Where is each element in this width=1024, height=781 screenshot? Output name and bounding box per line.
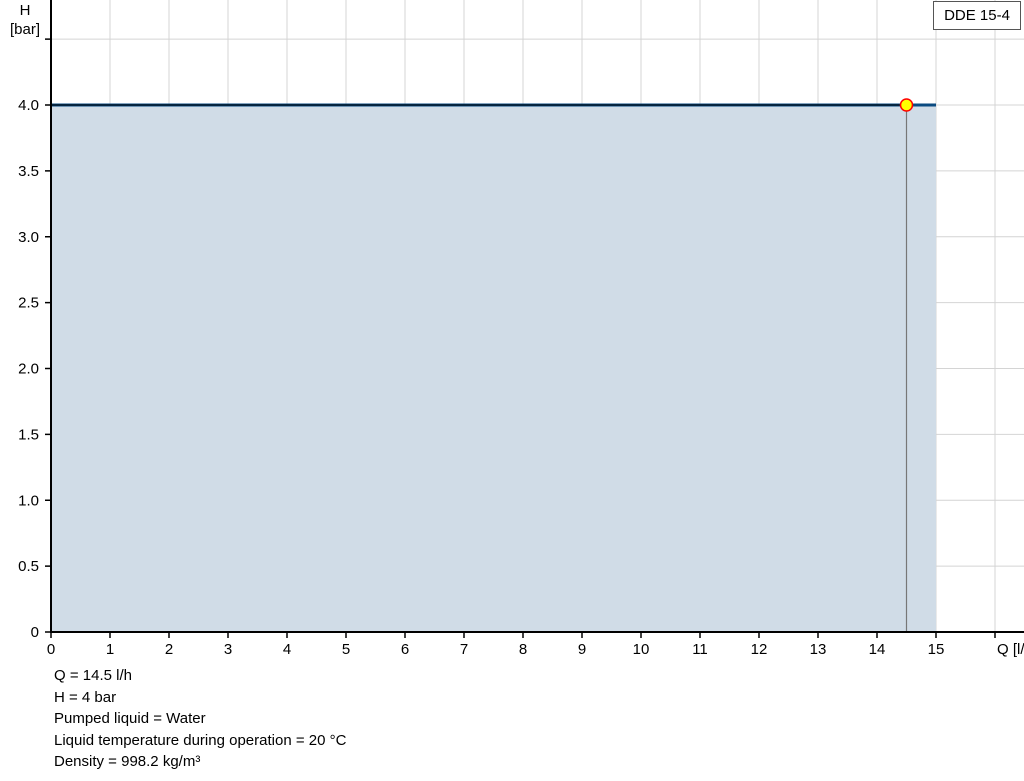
x-tick-label: 2 (165, 641, 173, 658)
legend-series-label: DDE 15-4 (933, 1, 1021, 30)
y-axis-unit: [bar] (10, 21, 40, 38)
y-tick-label: 0 (31, 624, 39, 641)
info-flow: Q = 14.5 l/h (54, 667, 132, 684)
y-axis-label: H (20, 2, 31, 19)
x-tick-label: 7 (460, 641, 468, 658)
curve-area (51, 105, 936, 632)
x-tick-label: 12 (751, 641, 768, 658)
info-density: Density = 998.2 kg/m³ (54, 753, 201, 770)
y-tick-label: 0.5 (18, 558, 39, 575)
info-liquid: Pumped liquid = Water (54, 710, 206, 727)
x-tick-label: 14 (869, 641, 886, 658)
y-tick-label: 4.0 (18, 97, 39, 114)
x-axis-label: Q [l/h] (997, 641, 1024, 658)
x-tick-label: 9 (578, 641, 586, 658)
y-tick-label: 3.5 (18, 163, 39, 180)
x-tick-label: 15 (928, 641, 945, 658)
x-tick-label: 8 (519, 641, 527, 658)
x-tick-label: 13 (810, 641, 827, 658)
operating-info: Q = 14.5 l/h H = 4 bar Pumped liquid = W… (54, 665, 346, 773)
x-tick-label: 5 (342, 641, 350, 658)
x-tick-label: 10 (633, 641, 650, 658)
x-tick-label: 6 (401, 641, 409, 658)
y-tick-label: 1.5 (18, 426, 39, 443)
x-tick-label: 1 (106, 641, 114, 658)
x-tick-label: 3 (224, 641, 232, 658)
y-tick-label: 2.5 (18, 295, 39, 312)
operating-point-marker (899, 98, 914, 112)
x-tick-label: 0 (47, 641, 55, 658)
y-tick-label: 3.0 (18, 229, 39, 246)
x-tick-label: 11 (692, 641, 708, 658)
info-head: H = 4 bar (54, 688, 117, 706)
y-tick-label: 2.0 (18, 361, 39, 378)
x-tick-label: 4 (283, 641, 291, 658)
y-tick-label: 1.0 (18, 492, 39, 509)
info-temperature: Liquid temperature during operation = 20… (54, 731, 347, 749)
